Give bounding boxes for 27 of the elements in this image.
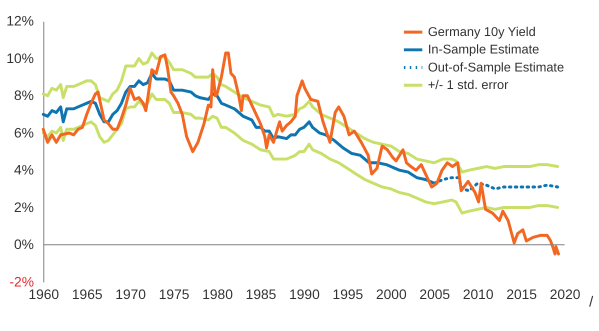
y-tick-label: 0% <box>14 237 34 252</box>
x-tick-label: 1970 <box>115 287 146 302</box>
y-tick-label: 6% <box>14 125 34 140</box>
y-tick-label: -2% <box>9 274 34 290</box>
y-tick-label: 10% <box>6 50 34 66</box>
x-tick-label: 1980 <box>202 287 234 302</box>
x-tick-label: 2000 <box>376 287 407 302</box>
x-tick-label: 2020 <box>550 287 581 302</box>
y-tick-label: 12% <box>6 14 34 29</box>
x-tick-label: 1985 <box>246 287 277 302</box>
legend-label: Out-of-Sample Estimate <box>428 59 564 74</box>
x-tick-label: 1995 <box>332 287 364 302</box>
x-tick-label: 1975 <box>158 287 190 302</box>
y-tick-label: 4% <box>14 162 34 178</box>
legend-label: In-Sample Estimate <box>428 42 540 57</box>
line-series <box>42 92 560 215</box>
legend-label: +/- 1 std. error <box>428 77 510 92</box>
x-tick-label: 1965 <box>72 287 103 302</box>
x-tick-label: 1990 <box>289 287 320 302</box>
x-tick-label: 2015 <box>506 287 538 302</box>
x-tick-label: 2005 <box>419 287 450 302</box>
y-tick-label: 2% <box>14 200 34 215</box>
x-tick-label: 2010 <box>462 287 494 302</box>
legend-label: Germany 10y Yield <box>428 24 536 40</box>
y-tick-label: 8% <box>14 88 34 104</box>
x-tick-label: 1960 <box>28 287 60 302</box>
text: / <box>589 294 594 311</box>
